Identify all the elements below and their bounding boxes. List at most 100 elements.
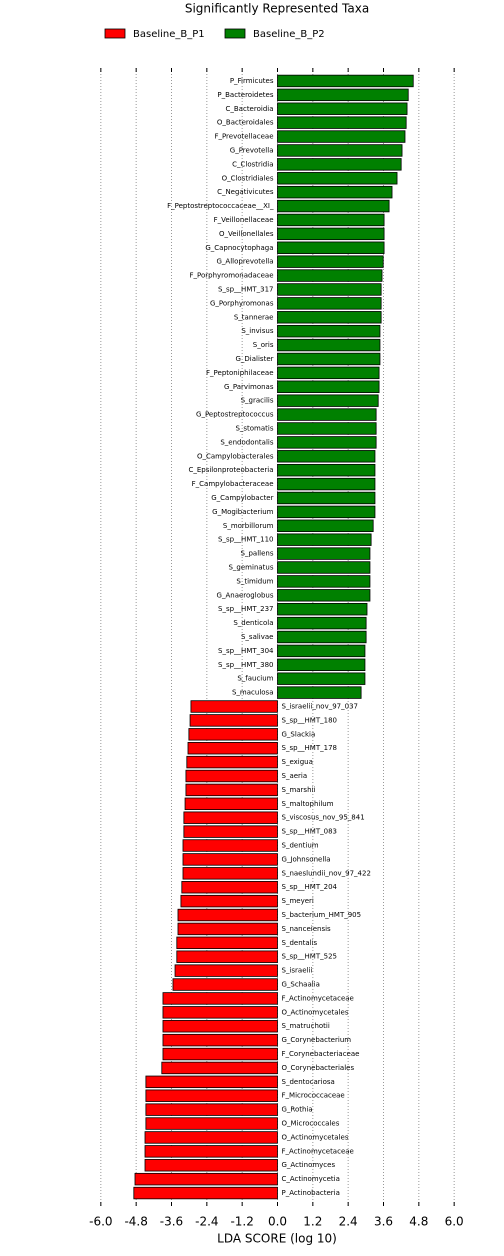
category-label: O_Clostridiales bbox=[222, 174, 274, 182]
x-tick-label: 1.2 bbox=[303, 1215, 322, 1229]
chart-title: Significantly Represented Taxa bbox=[185, 2, 369, 16]
bar bbox=[185, 769, 278, 783]
category-label: G_Mogibacterium bbox=[212, 508, 274, 516]
category-label: G_Prevotella bbox=[230, 146, 274, 154]
category-label: S_viscosus_nov_95_841 bbox=[282, 814, 365, 822]
bar bbox=[182, 867, 278, 880]
category-label: G_Rothia bbox=[282, 1106, 313, 1114]
category-label: S_meyeri bbox=[282, 897, 314, 905]
category-label: C_Epsilonproteobacteria bbox=[188, 466, 273, 474]
bar bbox=[277, 616, 367, 630]
category-label: S_sp__HMT_525 bbox=[282, 953, 337, 961]
bar bbox=[277, 575, 371, 588]
category-label: S_gracilis bbox=[241, 397, 274, 405]
legend-swatch bbox=[104, 28, 126, 39]
bar bbox=[277, 102, 408, 115]
category-label: O_Veillonellales bbox=[219, 230, 274, 238]
category-label: G_Capnocytophaga bbox=[205, 244, 273, 252]
category-label: G_Johnsonella bbox=[282, 855, 331, 863]
bar bbox=[277, 394, 379, 407]
category-label: S_sp__HMT_304 bbox=[218, 647, 274, 655]
category-label: S_dentium bbox=[282, 842, 319, 850]
category-label: S_nanceiensis bbox=[282, 925, 332, 933]
bar bbox=[182, 839, 278, 852]
category-label: F_Corynebacteriaceae bbox=[282, 1050, 360, 1058]
category-label: G_Actinomyces bbox=[282, 1161, 336, 1169]
bar bbox=[182, 853, 278, 866]
category-label: O_Campylobacterales bbox=[197, 452, 274, 460]
category-label: S_morbillorum bbox=[223, 522, 274, 530]
category-label: O_Corynebacteriales bbox=[282, 1064, 355, 1072]
x-tick-label: -3.6 bbox=[160, 1215, 183, 1229]
category-label: G_Campylobacter bbox=[211, 494, 273, 502]
bar bbox=[189, 714, 278, 727]
category-label: G_Porphyromonas bbox=[210, 299, 274, 307]
x-tick-label: -1.2 bbox=[230, 1215, 253, 1229]
category-label: O_Micrococcales bbox=[282, 1120, 340, 1128]
bar bbox=[277, 283, 382, 296]
category-label: S_salivae bbox=[241, 633, 274, 641]
category-label: C_Actinomycetia bbox=[282, 1175, 340, 1183]
bar bbox=[172, 978, 278, 991]
bar bbox=[145, 1089, 278, 1102]
category-label: S_endodontalis bbox=[220, 438, 273, 446]
bar bbox=[277, 324, 381, 338]
category-label: F_Campylobacteraceae bbox=[192, 480, 274, 488]
category-label: C_Bacteroidia bbox=[225, 105, 273, 113]
bar bbox=[161, 1061, 278, 1075]
bar bbox=[145, 1075, 278, 1089]
bar bbox=[277, 269, 383, 282]
bar bbox=[162, 1033, 278, 1047]
category-label: F_Micrococcaceae bbox=[282, 1092, 345, 1100]
bar bbox=[277, 380, 380, 393]
bar bbox=[144, 1159, 278, 1172]
bar bbox=[277, 561, 371, 574]
category-label: P_Actinobacteria bbox=[282, 1189, 340, 1197]
legend-label: Baseline_B_P2 bbox=[253, 29, 325, 40]
bar bbox=[162, 1020, 278, 1033]
category-label: G_Dialister bbox=[235, 355, 273, 363]
category-label: S_sp__HMT_178 bbox=[282, 744, 337, 752]
category-label: S_matruchotii bbox=[282, 1022, 330, 1030]
category-label: S_sp__HMT_110 bbox=[218, 536, 273, 544]
legend-swatch bbox=[224, 28, 246, 39]
bar bbox=[134, 1172, 278, 1186]
category-label: G_Schaalia bbox=[282, 981, 320, 989]
bar bbox=[187, 742, 278, 755]
bar bbox=[144, 1131, 278, 1144]
bar bbox=[277, 311, 382, 324]
bar bbox=[190, 700, 278, 713]
bar bbox=[277, 185, 393, 199]
bar bbox=[183, 825, 278, 838]
bar bbox=[277, 241, 385, 254]
category-label: S_israelii_nov_97_037 bbox=[282, 703, 358, 711]
bar bbox=[277, 630, 367, 644]
bar bbox=[277, 519, 374, 532]
bar bbox=[277, 672, 366, 685]
category-label: S_maltophilum bbox=[282, 800, 334, 808]
x-tick-label: 0.0 bbox=[268, 1215, 287, 1229]
bar bbox=[145, 1103, 278, 1116]
bar bbox=[277, 436, 377, 449]
category-label: S_marshii bbox=[282, 786, 316, 794]
category-label: S_sp__HMT_237 bbox=[218, 605, 273, 613]
bar bbox=[133, 1186, 278, 1200]
category-label: S_denticola bbox=[233, 619, 273, 627]
category-label: S_dentocariosa bbox=[282, 1078, 335, 1086]
bar bbox=[184, 797, 278, 811]
bar bbox=[277, 130, 406, 143]
x-tick-label: 4.8 bbox=[409, 1215, 428, 1229]
bar bbox=[277, 213, 385, 227]
bar bbox=[277, 74, 414, 88]
bar bbox=[277, 422, 377, 435]
category-label: S_aeria bbox=[282, 772, 308, 780]
bar bbox=[277, 547, 371, 560]
category-label: O_Actinomycetales bbox=[282, 1133, 349, 1141]
bar bbox=[277, 172, 398, 185]
category-label: S_pallens bbox=[241, 550, 274, 558]
bar bbox=[162, 1047, 278, 1061]
category-label: S_geminatus bbox=[228, 563, 273, 571]
bar bbox=[180, 894, 278, 908]
category-label: S_bacterium_HMT_905 bbox=[282, 911, 362, 919]
